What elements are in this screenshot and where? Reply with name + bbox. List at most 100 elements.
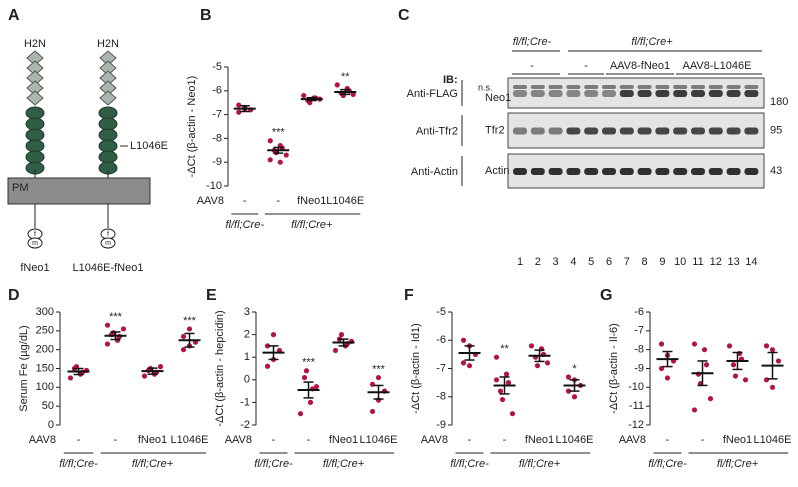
annotation: *** bbox=[302, 357, 316, 369]
point bbox=[763, 343, 770, 349]
lane-number: 12 bbox=[710, 256, 722, 268]
point bbox=[307, 399, 314, 405]
point bbox=[141, 373, 148, 379]
point bbox=[701, 347, 708, 353]
point bbox=[283, 152, 289, 158]
band bbox=[673, 90, 688, 97]
band bbox=[708, 127, 723, 135]
point bbox=[270, 332, 277, 338]
group-label: fl/fl;Cre- bbox=[59, 458, 98, 470]
band bbox=[513, 90, 527, 97]
x-tick-label: - bbox=[503, 434, 507, 446]
y-tick-label: 0 bbox=[244, 374, 250, 386]
band bbox=[655, 168, 670, 175]
lane-number: 10 bbox=[674, 256, 686, 268]
point bbox=[264, 343, 271, 349]
band bbox=[673, 85, 688, 89]
chart: D 0 50 100 150 200 250 300 Serum Fe (µg/dL) - *** -… bbox=[8, 287, 208, 470]
point bbox=[334, 82, 340, 88]
band bbox=[566, 127, 581, 135]
x-axis-label: AAV8 bbox=[29, 434, 56, 446]
band bbox=[602, 168, 616, 175]
band bbox=[708, 168, 723, 175]
construct-name: L1046E-fNeo1 bbox=[73, 262, 144, 274]
band bbox=[530, 168, 545, 175]
point bbox=[338, 332, 345, 338]
annotation: *** bbox=[272, 127, 286, 139]
x-tick-label: - bbox=[276, 195, 280, 207]
y-tick-label: -9 bbox=[436, 419, 446, 431]
point bbox=[264, 363, 271, 369]
domains bbox=[25, 50, 118, 178]
band bbox=[655, 90, 670, 97]
point bbox=[67, 375, 74, 381]
ib-label: IB: bbox=[443, 74, 458, 86]
y-axis-label: -ΔCt (β-actin - Il-6) bbox=[608, 323, 620, 414]
fn-domain bbox=[98, 139, 118, 153]
panel-letter: D bbox=[8, 287, 20, 304]
y-tick-label: 200 bbox=[36, 344, 54, 356]
band bbox=[691, 90, 705, 97]
y-tick-label: -6 bbox=[436, 334, 446, 346]
membrane-label: PM bbox=[12, 182, 29, 194]
tag-label: m bbox=[32, 240, 38, 247]
band bbox=[548, 168, 563, 175]
fn-domain bbox=[98, 117, 118, 131]
y-tick-label: 3 bbox=[244, 306, 250, 318]
band bbox=[530, 127, 545, 135]
point bbox=[742, 377, 749, 383]
point bbox=[493, 377, 500, 383]
y-tick-label: -11 bbox=[629, 400, 644, 412]
band bbox=[691, 168, 705, 175]
lane-number: 13 bbox=[727, 256, 739, 268]
y-tick-label: -8 bbox=[436, 391, 446, 403]
terminus: H2N bbox=[24, 38, 46, 50]
point bbox=[267, 157, 273, 163]
band bbox=[619, 127, 634, 135]
point bbox=[707, 396, 714, 402]
x-tick-label: - bbox=[666, 434, 670, 446]
chart: F -5 -6 -7 -8 -9 -ΔCt (β-actin - Id1) - ** - fNeo1… bbox=[404, 287, 593, 470]
point bbox=[104, 341, 111, 347]
x-axis-label: AAV8 bbox=[421, 434, 448, 446]
fn-domain bbox=[25, 117, 45, 131]
lane-number: 4 bbox=[570, 256, 576, 268]
fn-domain bbox=[25, 128, 45, 142]
y-tick-label: -7 bbox=[634, 325, 644, 337]
band bbox=[726, 90, 741, 97]
point bbox=[350, 91, 356, 97]
antibody: Anti-Actin bbox=[411, 166, 458, 178]
x-tick-label: - bbox=[468, 434, 472, 446]
antibody: Anti-FLAG bbox=[407, 88, 458, 100]
point bbox=[664, 375, 671, 381]
band bbox=[584, 85, 599, 89]
repeat-domain bbox=[99, 90, 117, 106]
y-tick-label: 100 bbox=[36, 381, 54, 393]
band bbox=[566, 90, 581, 97]
band bbox=[655, 127, 670, 135]
band bbox=[584, 168, 599, 175]
lane-number: 2 bbox=[535, 256, 541, 268]
point bbox=[466, 363, 473, 369]
note: n.s. bbox=[478, 82, 493, 92]
group-label: fl/fl;Cre+ bbox=[132, 458, 174, 470]
band bbox=[513, 85, 527, 89]
membrane bbox=[7, 177, 151, 205]
annotation: ** bbox=[341, 71, 350, 83]
x-tick-label: fNeo1 bbox=[329, 434, 358, 446]
fn-domain bbox=[98, 150, 118, 164]
y-tick-label: -8 bbox=[634, 344, 644, 356]
x-tick-label: fNeo1 bbox=[297, 195, 326, 207]
point bbox=[730, 362, 737, 368]
point bbox=[726, 343, 733, 349]
point bbox=[703, 362, 710, 368]
y-tick-label: 50 bbox=[42, 400, 54, 412]
lane-number: 1 bbox=[517, 256, 523, 268]
y-axis-label: Serum Fe (µg/dL) bbox=[18, 325, 30, 411]
blot: C fl/fl;Cre- fl/fl;Cre+ - - AAV8-fNeo1 A… bbox=[398, 7, 788, 268]
point bbox=[120, 326, 127, 332]
point bbox=[544, 360, 551, 366]
point bbox=[763, 377, 770, 383]
annotation: * bbox=[572, 363, 577, 375]
